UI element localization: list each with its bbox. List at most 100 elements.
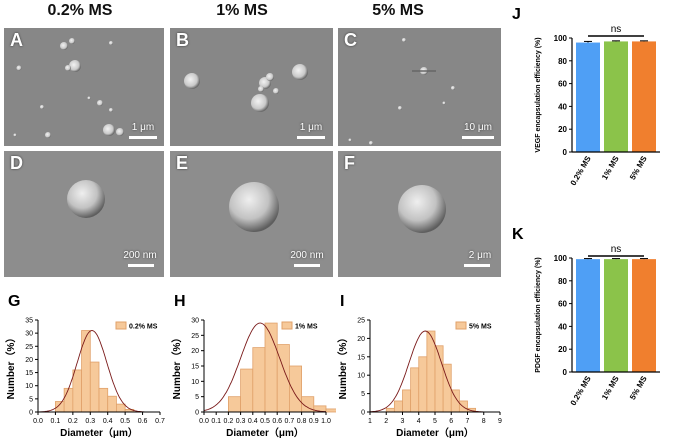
bar-k-y-tick-label: 60 <box>558 300 567 309</box>
hist-h-fit-curve <box>203 322 327 413</box>
bar-k-bar <box>604 259 628 372</box>
hist-g-bar <box>107 395 117 413</box>
sem-panel-b: B 1 μm <box>170 28 333 146</box>
hist-i-bar <box>410 367 420 413</box>
bar-k-category-label: 0.2% MS <box>569 374 593 407</box>
hist-i-x-tick-label: 5 <box>433 418 437 425</box>
hist-h-x-tick-label: 0.1 <box>211 418 221 425</box>
hist-i-bar <box>418 356 428 413</box>
hist-i-x-tick-label: 4 <box>417 418 421 425</box>
bar-chart-j: 0.2% MS 1% MS 5% MS 0 20 40 60 80 100 ns VEGF enca… <box>535 24 660 187</box>
hist-i-x-tick-label: 8 <box>482 418 486 425</box>
bar-j-y-tick-label: 0 <box>563 148 568 157</box>
sem-panel-c: C 10 μm <box>338 28 501 146</box>
panel-label-b: B <box>176 30 189 50</box>
hist-i-x-tick-label: 2 <box>384 418 388 425</box>
bar-j-category-label: 1% MS <box>600 154 621 181</box>
hist-h-bar <box>325 408 336 413</box>
hist-g-bar <box>72 369 82 413</box>
panel-label-e: E <box>176 153 189 173</box>
hist-h-x-tick-label: 0.2 <box>224 418 234 425</box>
hist-g-x-tick-label: 0.2 <box>68 418 78 425</box>
hist-i-bar <box>426 330 436 413</box>
hist-h-y-tick-label: 10 <box>191 379 199 386</box>
hist-g-x-tick-label: 0.4 <box>103 418 113 425</box>
sem-panel-e: E 200 nm <box>170 151 333 277</box>
histogram-i: 1 2 3 4 5 6 7 8 9 0 5 10 15 20 25 Diameter（μm） Number（%）… <box>336 318 502 440</box>
hist-g-y-tick-label: 35 <box>25 318 33 325</box>
sem-panel-d: D 200 nm <box>4 151 164 277</box>
scale-text-a: 1 μm <box>131 122 155 133</box>
bar-j-bar <box>604 41 628 152</box>
hist-i-x-tick-label: 1 <box>368 418 372 425</box>
column-header-5: 5% MS <box>372 2 424 19</box>
bar-k-category-label: 1% MS <box>600 374 621 401</box>
bar-j-y-tick-label: 100 <box>554 34 568 43</box>
scale-bar-d <box>128 264 154 267</box>
hist-g-legend-label: 0.2% MS <box>129 324 158 331</box>
panel-label-i: I <box>340 293 345 310</box>
hist-h-y-tick-label: 0 <box>195 410 199 417</box>
hist-g-legend-swatch <box>115 321 127 330</box>
hist-h-y-tick-label: 20 <box>191 348 199 355</box>
hist-h-x-axis-label: Diameter（μm） <box>226 426 304 439</box>
hist-h-x-tick-label: 1.0 <box>321 418 331 425</box>
hist-g-y-tick-label: 5 <box>29 396 33 403</box>
hist-h-y-axis-label: Number（%） <box>170 333 183 400</box>
hist-h-x-tick-label: 0.3 <box>236 418 246 425</box>
hist-h-legend-swatch <box>281 321 293 330</box>
hist-i-y-tick-label: 15 <box>357 354 365 361</box>
bar-k-y-tick-label: 80 <box>558 277 567 286</box>
hist-i-legend-swatch <box>455 321 467 330</box>
bar-j-category-label: 5% MS <box>628 154 649 181</box>
hist-h-x-tick-label: 0.8 <box>297 418 307 425</box>
hist-g-bar <box>81 330 91 413</box>
hist-g-x-axis-label: Diameter（μm） <box>60 426 138 439</box>
hist-h-bar <box>289 365 303 413</box>
sem-panel-f: F 2 μm <box>338 151 501 277</box>
panel-label-j: J <box>512 6 521 23</box>
hist-g-x-tick-label: 0.3 <box>85 418 95 425</box>
bar-j-y-tick-label: 60 <box>558 80 567 89</box>
hist-g-x-tick-label: 0.7 <box>155 418 165 425</box>
hist-h-x-tick-label: 0.4 <box>248 418 258 425</box>
panel-label-k: K <box>512 226 524 243</box>
panel-label-h: H <box>174 293 186 310</box>
scale-bar-e <box>294 264 320 267</box>
hist-g-bar <box>63 387 74 413</box>
hist-i-y-tick-label: 5 <box>361 391 365 398</box>
hist-h-x-tick-label: 0.5 <box>260 418 270 425</box>
hist-g-x-tick-label: 0.5 <box>120 418 130 425</box>
hist-i-legend-label: 5% MS <box>469 324 492 331</box>
column-header-1: 1% MS <box>216 2 268 19</box>
scale-bar-b <box>297 136 325 139</box>
hist-h-y-tick-label: 30 <box>191 318 199 325</box>
bar-j-y-tick-label: 40 <box>558 102 567 111</box>
panel-label-a: A <box>10 30 23 50</box>
scale-text-b: 1 μm <box>299 122 323 133</box>
bar-k-bar <box>576 259 600 372</box>
bar-k-y-axis-label: PDGF encapsulation efficiency (%) <box>535 257 542 373</box>
bar-k-category-label: 5% MS <box>628 374 649 401</box>
hist-i-y-tick-label: 10 <box>357 373 365 380</box>
scale-text-c: 10 μm <box>464 122 492 133</box>
sem-image-a <box>4 28 164 146</box>
hist-h-x-tick-label: 0.6 <box>272 418 282 425</box>
hist-i-y-axis-label: Number（%） <box>336 333 349 400</box>
panel-label-d: D <box>10 153 23 173</box>
hist-h-x-tick-label: 0.7 <box>285 418 295 425</box>
hist-h-x-tick-label: 0.0 <box>199 418 209 425</box>
hist-g-bar <box>116 403 126 413</box>
hist-g-y-tick-label: 15 <box>25 370 33 377</box>
bar-j-y-tick-label: 80 <box>558 57 567 66</box>
bar-j-category-label: 0.2% MS <box>569 154 593 187</box>
panel-label-f: F <box>344 153 355 173</box>
hist-h-y-tick-label: 5 <box>195 394 199 401</box>
hist-h-bar <box>240 368 254 413</box>
hist-i-y-tick-label: 0 <box>361 410 365 417</box>
sem-image-d <box>4 151 164 277</box>
scale-text-d: 200 nm <box>123 250 157 261</box>
hist-g-bar <box>89 361 100 413</box>
bar-j-y-tick-label: 20 <box>558 125 567 134</box>
bar-k-y-tick-label: 20 <box>558 345 567 354</box>
